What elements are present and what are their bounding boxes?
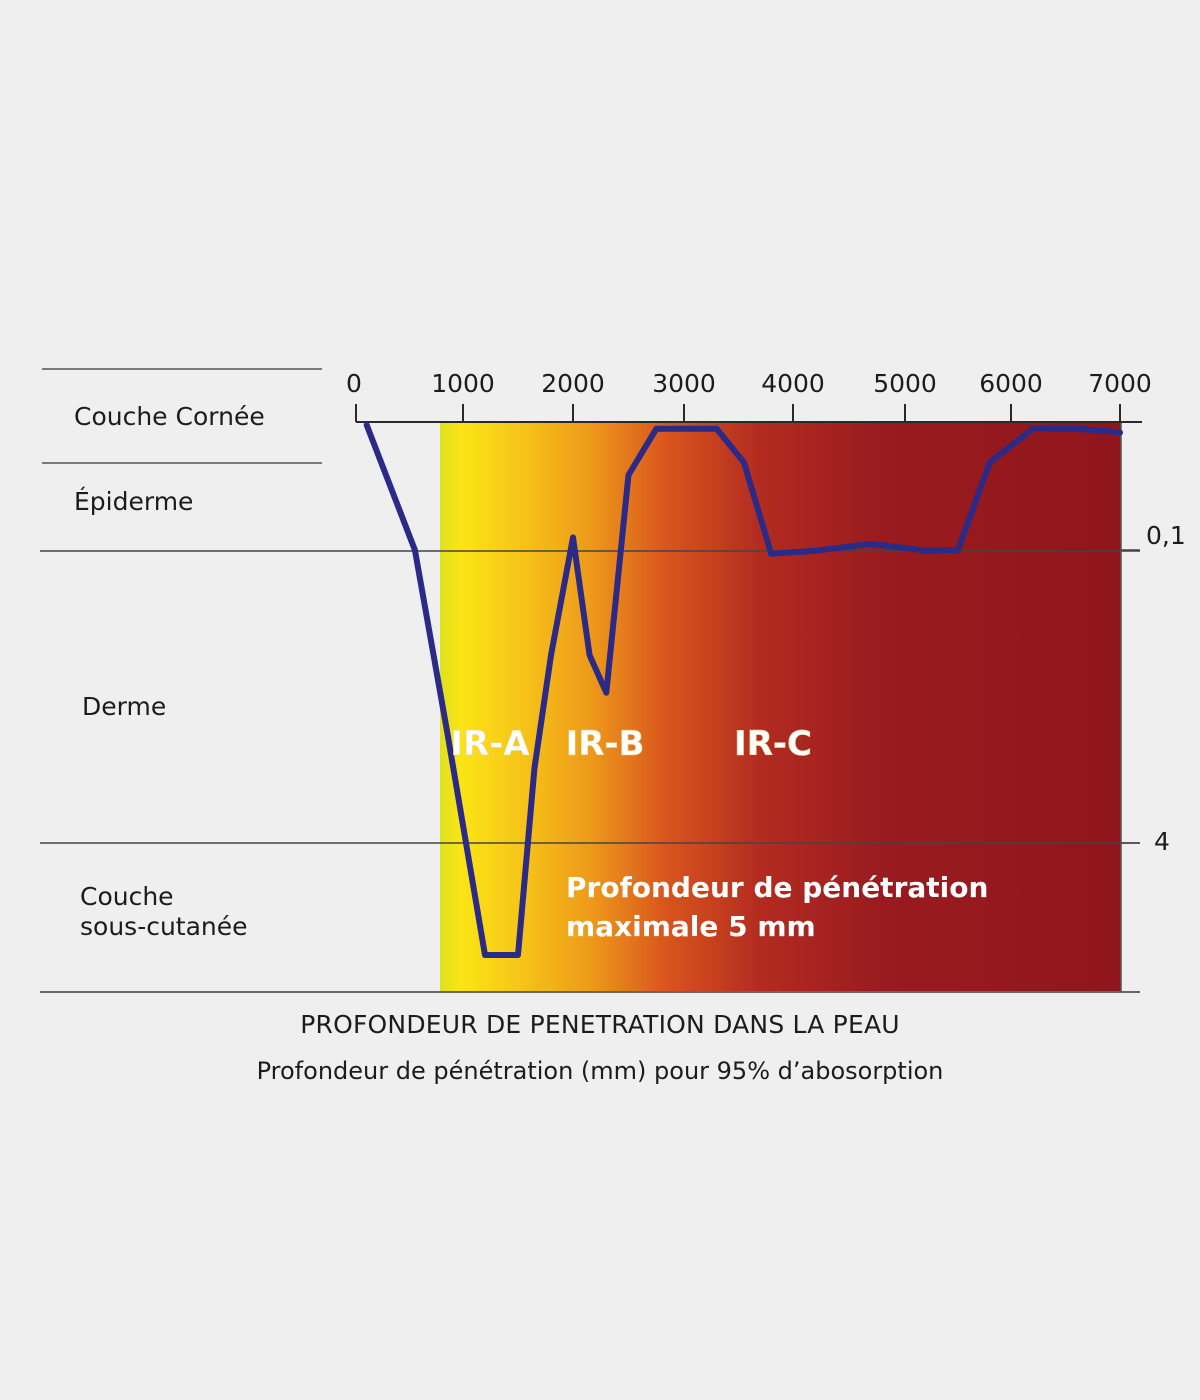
depth-tick-labels: 0,1 4 <box>1121 521 1186 856</box>
depth-tick-label-0-1: 0,1 <box>1146 521 1186 550</box>
x-tick-label-4000: 4000 <box>761 369 825 398</box>
x-tick-label-7000: 7000 <box>1088 369 1152 398</box>
x-axis: 0 1000 2000 3000 4000 5000 6000 7000 <box>346 369 1152 423</box>
x-tick-label-0: 0 <box>346 369 362 398</box>
text-line: sous-cutanée <box>80 912 248 941</box>
band-labels: IR-A IR-B IR-C <box>450 724 812 765</box>
chart-subtitle: Profondeur de pénétration (mm) pour 95% … <box>256 1057 944 1085</box>
text-line: Couche <box>80 882 174 911</box>
x-tick-label-3000: 3000 <box>652 369 716 398</box>
absorption-curve <box>363 422 1123 958</box>
x-tick-label-1000: 1000 <box>431 369 495 398</box>
band-label-ir-b: IR-B <box>566 724 645 764</box>
x-tick-label-2000: 2000 <box>541 369 605 398</box>
layer-label-subcutaneous: Couche sous-cutanée <box>80 882 248 941</box>
layer-label-dermis: Derme <box>82 692 166 721</box>
text-line: Profondeur de pénétration <box>566 871 988 904</box>
layer-label-epidermis: Épiderme <box>74 487 193 516</box>
max-depth-annotation: Profondeur de pénétration maximale 5 mm <box>566 871 988 943</box>
chart-title: PROFONDEUR DE PENETRATION DANS LA PEAU <box>300 1010 900 1039</box>
ir-spectrum-area <box>440 423 1121 992</box>
band-label-ir-a: IR-A <box>450 724 530 764</box>
depth-tick-label-4: 4 <box>1154 827 1170 856</box>
x-tick-label-6000: 6000 <box>979 369 1043 398</box>
x-tick-label-5000: 5000 <box>873 369 937 398</box>
layer-label-cornea: Couche Cornée <box>74 402 265 431</box>
layer-labels: Couche Cornée Épiderme Derme Couche sous-… <box>74 402 265 941</box>
text-line: maximale 5 mm <box>566 910 816 943</box>
layer-dividers <box>42 368 322 464</box>
band-label-ir-c: IR-C <box>734 724 812 764</box>
